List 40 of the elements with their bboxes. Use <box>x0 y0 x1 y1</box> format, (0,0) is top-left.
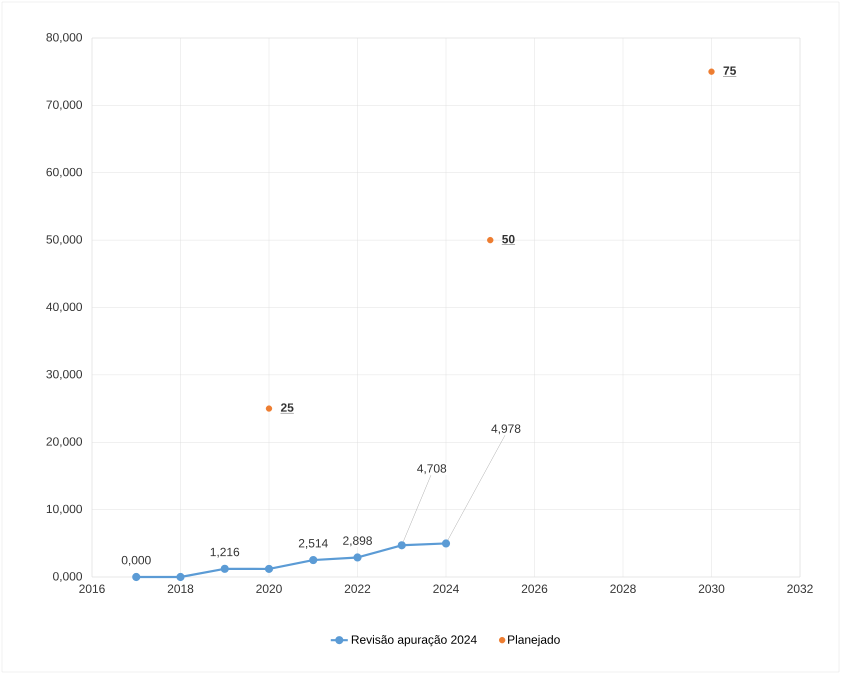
point <box>132 572 140 582</box>
point <box>353 553 362 562</box>
data-label: 50 <box>502 234 515 244</box>
x-tick-label: 2026 <box>522 584 548 593</box>
point <box>398 541 406 550</box>
y-tick-label: 60,000 <box>46 168 82 178</box>
x-tick-label: 2032 <box>787 584 813 593</box>
y-tick-label: 70,000 <box>46 100 82 110</box>
point <box>708 68 715 75</box>
point <box>264 564 274 573</box>
data-label: 75 <box>724 66 736 75</box>
data-label: 4,708 <box>417 464 446 474</box>
y-tick-label: 10,000 <box>46 504 82 515</box>
y-tick-label: 30,000 <box>46 370 82 380</box>
x-tick-label: 2028 <box>610 584 636 593</box>
data-label: 25 <box>280 403 294 412</box>
data-label: 1,216 <box>210 548 240 558</box>
data-label: 0,000 <box>122 556 151 566</box>
point <box>220 564 229 573</box>
point <box>266 405 272 412</box>
legend-label: Revisão apuração 2024 <box>352 635 477 646</box>
y-tick-label: 50,000 <box>46 235 82 246</box>
x-tick-label: 2020 <box>256 584 282 593</box>
y-tick-label: 80,000 <box>46 33 82 43</box>
x-tick-label: 2024 <box>433 584 459 593</box>
point <box>176 572 185 582</box>
legend-label: Planejado <box>508 635 560 646</box>
data-label: 4,978 <box>491 424 520 434</box>
x-tick-label: 2016 <box>79 584 105 593</box>
point <box>442 539 450 548</box>
point <box>487 236 494 244</box>
point <box>309 556 318 564</box>
y-tick-label: 0,000 <box>53 572 82 582</box>
data-label: 2,898 <box>343 536 372 546</box>
y-tick-label: 20,000 <box>46 437 82 448</box>
x-tick-label: 2018 <box>168 584 194 593</box>
y-tick-label: 40,000 <box>46 302 82 312</box>
x-tick-label: 2030 <box>698 584 724 593</box>
data-label: 2,514 <box>298 538 328 549</box>
x-tick-label: 2022 <box>344 584 370 593</box>
